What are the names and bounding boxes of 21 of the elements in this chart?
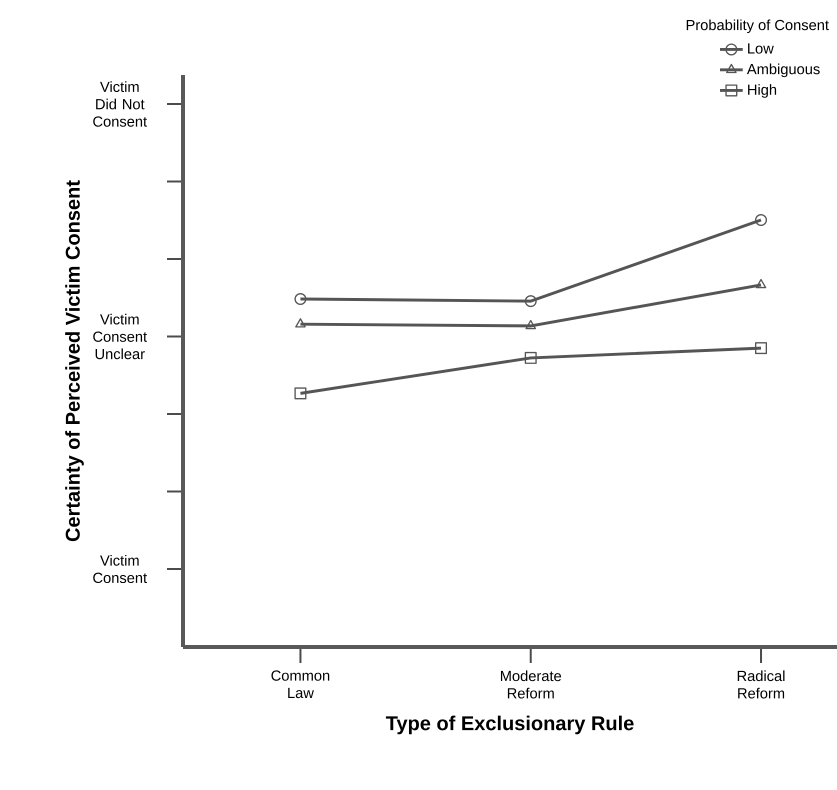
point — [755, 214, 768, 226]
x-tick-label: Common Law — [271, 670, 330, 698]
text: Victim Did Not Consent — [93, 81, 147, 127]
point — [525, 320, 536, 330]
point — [755, 342, 768, 354]
legend-label: High — [748, 84, 776, 98]
point — [294, 293, 306, 306]
text: Victim Consent — [93, 554, 147, 584]
x-axis-title: Type of Exclusionary Rule — [386, 716, 634, 734]
legend-label: Ambiguous — [746, 64, 820, 78]
legend-label: Low — [748, 43, 774, 54]
point — [295, 318, 306, 328]
x-tick-label: Moderate Reform — [500, 670, 562, 698]
x-tick-label: Radical Reform — [738, 670, 784, 698]
point — [524, 352, 537, 364]
legend-title: Probability of Consent — [686, 19, 829, 34]
point — [294, 387, 306, 400]
text: Victim Consent Unclear — [93, 314, 147, 360]
y-axis-title: Certainty of Perceived Victim Consent — [65, 180, 84, 542]
point — [756, 278, 766, 288]
point — [524, 295, 537, 308]
